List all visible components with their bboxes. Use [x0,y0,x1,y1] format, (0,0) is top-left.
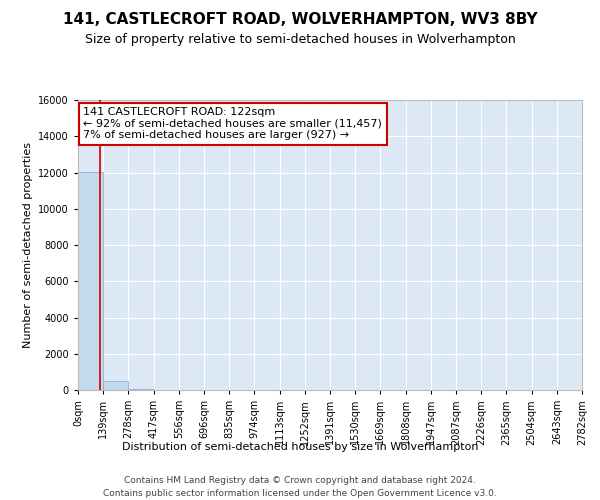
Text: 141 CASTLECROFT ROAD: 122sqm
← 92% of semi-detached houses are smaller (11,457)
: 141 CASTLECROFT ROAD: 122sqm ← 92% of se… [83,108,382,140]
Bar [78,172,103,390]
Text: Contains HM Land Registry data © Crown copyright and database right 2024.: Contains HM Land Registry data © Crown c… [124,476,476,485]
Text: Contains public sector information licensed under the Open Government Licence v3: Contains public sector information licen… [103,489,497,498]
Text: Size of property relative to semi-detached houses in Wolverhampton: Size of property relative to semi-detach… [85,32,515,46]
Text: Distribution of semi-detached houses by size in Wolverhampton: Distribution of semi-detached houses by … [122,442,478,452]
Text: 141, CASTLECROFT ROAD, WOLVERHAMPTON, WV3 8BY: 141, CASTLECROFT ROAD, WOLVERHAMPTON, WV… [62,12,538,28]
Y-axis label: Number of semi-detached properties: Number of semi-detached properties [23,142,32,348]
Bar [103,381,128,390]
